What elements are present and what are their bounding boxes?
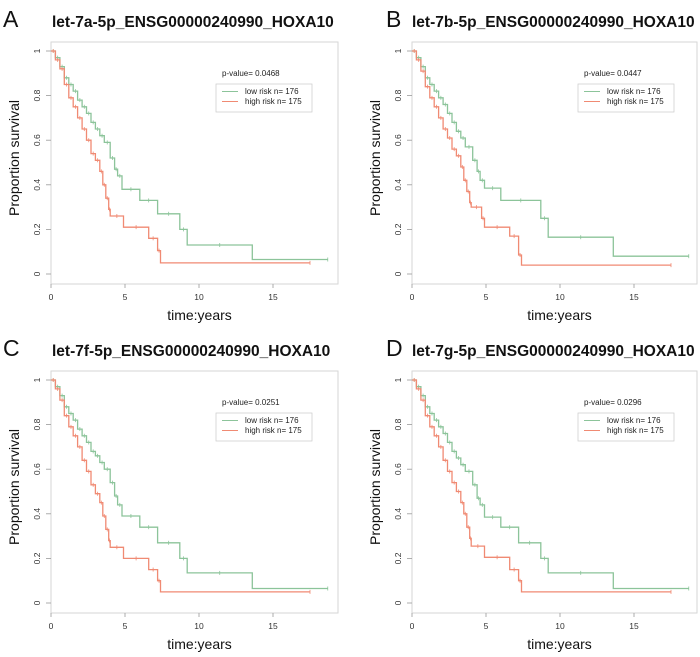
y-tick-label: 0.4 xyxy=(393,179,403,191)
panel-letter: B xyxy=(386,6,401,32)
plot-frame xyxy=(411,41,698,285)
legend-label-low-risk: low risk n= 176 xyxy=(607,87,661,96)
y-tick-label: 0.2 xyxy=(393,552,403,564)
panel-title: let-7a-5p_ENSG00000240990_HOXA10 xyxy=(52,14,334,31)
y-tick-label: 0 xyxy=(393,271,403,276)
y-tick-label: 0.2 xyxy=(32,223,42,235)
high-risk-curve xyxy=(412,379,671,593)
y-tick-label: 0.6 xyxy=(32,463,42,475)
x-tick-label: 10 xyxy=(194,621,204,631)
plot-frame xyxy=(50,370,339,614)
y-tick-label: 0.8 xyxy=(32,89,42,101)
low-risk-curve xyxy=(412,379,689,590)
legend-label-low-risk: low risk n= 176 xyxy=(245,87,299,96)
panel-letter: C xyxy=(3,335,20,361)
x-axis-label: time:years xyxy=(527,636,592,652)
y-tick-label: 0.6 xyxy=(393,463,403,475)
y-tick-label: 0.4 xyxy=(32,508,42,520)
legend-label-high-risk: high risk n= 175 xyxy=(607,97,664,106)
p-value-annotation: p-value= 0.0251 xyxy=(222,398,280,407)
x-tick-label: 0 xyxy=(410,292,415,302)
y-tick-label: 0.4 xyxy=(32,179,42,191)
p-value-annotation: p-value= 0.0468 xyxy=(222,69,280,78)
x-tick-label: 15 xyxy=(629,621,639,631)
x-tick-label: 0 xyxy=(410,621,415,631)
y-tick-label: 0 xyxy=(393,600,403,605)
legend-label-high-risk: high risk n= 175 xyxy=(607,426,664,435)
x-tick-label: 5 xyxy=(484,621,489,631)
y-tick-label: 0.8 xyxy=(393,418,403,430)
x-tick-label: 0 xyxy=(49,621,54,631)
low-risk-curve xyxy=(412,50,689,257)
x-tick-label: 0 xyxy=(49,292,54,302)
y-tick-label: 1 xyxy=(32,48,42,53)
y-tick-label: 0.8 xyxy=(32,418,42,430)
high-risk-curve xyxy=(51,50,310,264)
panel-letter: D xyxy=(386,335,403,361)
y-tick-label: 0.4 xyxy=(393,508,403,520)
high-risk-curve xyxy=(51,379,310,593)
plot-frame xyxy=(50,41,339,285)
y-tick-label: 0 xyxy=(32,271,42,276)
legend-box xyxy=(577,83,675,113)
x-tick-label: 15 xyxy=(268,621,278,631)
p-value-annotation: p-value= 0.0447 xyxy=(584,69,642,78)
legend-label-low-risk: low risk n= 176 xyxy=(607,416,661,425)
legend-label-low-risk: low risk n= 176 xyxy=(245,416,299,425)
y-tick-label: 1 xyxy=(32,377,42,382)
x-tick-label: 15 xyxy=(629,292,639,302)
x-tick-label: 10 xyxy=(194,292,204,302)
x-tick-label: 10 xyxy=(555,621,565,631)
x-axis-label: time:years xyxy=(167,307,232,323)
y-tick-label: 0.8 xyxy=(393,89,403,101)
y-tick-label: 0.2 xyxy=(32,552,42,564)
x-axis-label: time:years xyxy=(167,636,232,652)
x-axis-label: time:years xyxy=(527,307,592,323)
y-axis-label: Proportion survival xyxy=(367,429,383,545)
x-tick-label: 5 xyxy=(123,621,128,631)
x-tick-label: 5 xyxy=(123,292,128,302)
y-tick-label: 1 xyxy=(393,377,403,382)
legend-box xyxy=(215,83,313,113)
y-tick-label: 0.2 xyxy=(393,223,403,235)
legend-label-high-risk: high risk n= 175 xyxy=(245,97,302,106)
x-tick-label: 5 xyxy=(484,292,489,302)
y-axis-label: Proportion survival xyxy=(6,429,22,545)
y-tick-label: 0.6 xyxy=(393,134,403,146)
high-risk-curve xyxy=(412,50,671,266)
legend-box xyxy=(577,412,675,442)
panel-title: let-7f-5p_ENSG00000240990_HOXA10 xyxy=(52,343,330,360)
y-tick-label: 0 xyxy=(32,600,42,605)
legend-box xyxy=(215,412,313,442)
legend-label-high-risk: high risk n= 175 xyxy=(245,426,302,435)
y-tick-label: 1 xyxy=(393,48,403,53)
panel-title: let-7g-5p_ENSG00000240990_HOXA10 xyxy=(412,343,695,360)
panel-title: let-7b-5p_ENSG00000240990_HOXA10 xyxy=(412,14,695,31)
x-tick-label: 15 xyxy=(268,292,278,302)
y-axis-label: Proportion survival xyxy=(6,100,22,216)
y-tick-label: 0.6 xyxy=(32,134,42,146)
panel-letter: A xyxy=(3,6,19,32)
low-risk-curve xyxy=(51,379,328,590)
plot-frame xyxy=(411,370,698,614)
low-risk-curve xyxy=(51,50,328,261)
p-value-annotation: p-value= 0.0296 xyxy=(584,398,642,407)
y-axis-label: Proportion survival xyxy=(367,100,383,216)
x-tick-label: 10 xyxy=(555,292,565,302)
